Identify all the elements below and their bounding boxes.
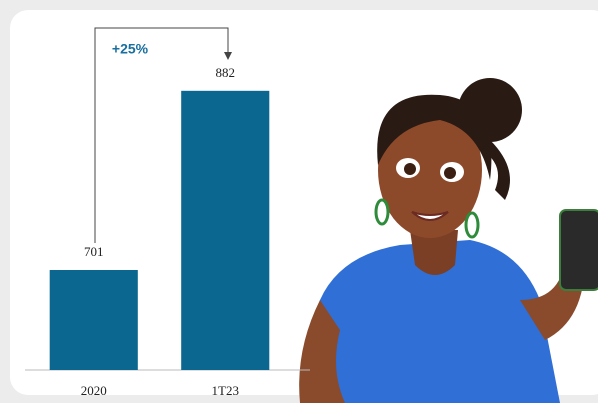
face (378, 102, 482, 238)
x-tick-label: 2020 (81, 383, 107, 398)
annotation: +25% (112, 41, 149, 57)
arrow-head (224, 52, 232, 60)
hair-bun (458, 78, 522, 142)
braids (482, 140, 510, 200)
pupil (444, 167, 456, 179)
shirt (300, 240, 560, 403)
mouth (411, 211, 449, 221)
bar (49, 270, 138, 370)
bar (181, 90, 270, 370)
value-label: 701 (84, 244, 104, 259)
value-label: 882 (216, 65, 236, 80)
phone (559, 209, 598, 291)
pupil (404, 163, 416, 175)
x-tick-label: 1T23 (212, 383, 239, 398)
arm (299, 300, 345, 403)
illustration (299, 78, 598, 403)
earring (374, 198, 390, 226)
bracket (94, 27, 229, 243)
earring (464, 211, 480, 239)
neck (410, 230, 458, 275)
